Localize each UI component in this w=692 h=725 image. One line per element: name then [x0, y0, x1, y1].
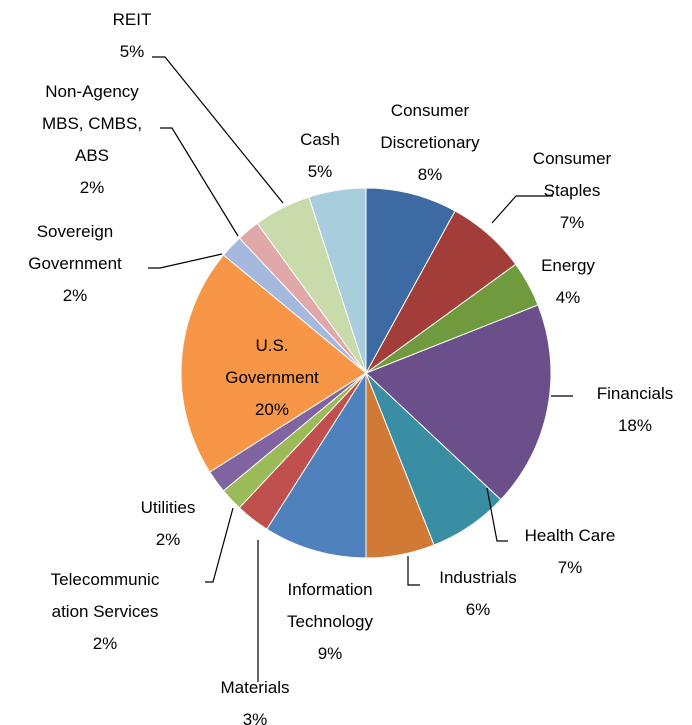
category-label: U.S. Government — [225, 336, 319, 387]
category-label: Consumer Discretionary — [380, 101, 480, 152]
value-label: 9% — [317, 644, 343, 663]
leader-line — [160, 127, 239, 237]
leader-line — [486, 487, 508, 542]
category-label: Telecommunic ation Services — [50, 570, 160, 621]
leader-line — [148, 253, 223, 269]
leader-lines — [148, 56, 573, 682]
category-label: Materials — [220, 678, 290, 697]
pie-slice — [365, 304, 552, 501]
value-label: 2% — [79, 178, 105, 197]
leader-line — [491, 195, 553, 224]
value-label: 7% — [557, 558, 583, 577]
slice-label: Consumer Staples 7% — [533, 143, 611, 239]
slice-label: Health Care 7% — [525, 520, 616, 584]
category-label: Sovereign Government — [28, 222, 122, 273]
slice-label: Information Technology 9% — [287, 574, 373, 670]
pie-slice — [365, 187, 456, 374]
leader-line — [152, 56, 284, 204]
category-label: Industrials — [439, 568, 517, 587]
value-label: 4% — [555, 288, 581, 307]
category-label: Information Technology — [286, 580, 374, 631]
category-label: REIT — [112, 10, 152, 29]
slice-label: Industrials 6% — [439, 562, 516, 626]
slice-label: Financials 18% — [597, 378, 674, 442]
value-label: 18% — [617, 416, 653, 435]
value-label: 6% — [465, 600, 491, 619]
slice-label: Non-Agency MBS, CMBS, ABS 2% — [42, 76, 142, 204]
pie-slice — [266, 371, 367, 559]
leader-line — [205, 507, 234, 583]
category-label: Health Care — [524, 526, 616, 545]
slice-label: Sovereign Government 2% — [28, 216, 122, 312]
category-label: Consumer Staples — [532, 149, 612, 200]
slice-label: Consumer Discretionary 8% — [380, 95, 479, 191]
value-label: 8% — [417, 165, 443, 184]
category-label: Financials — [596, 384, 674, 403]
value-label: 2% — [62, 286, 88, 305]
value-label: 5% — [307, 162, 333, 181]
slice-label: Telecommunic ation Services 2% — [51, 564, 160, 660]
slice-label: Energy 4% — [541, 250, 595, 314]
value-label: 20% — [254, 400, 290, 419]
slice-label: Utilities 2% — [141, 492, 196, 556]
value-label: 3% — [242, 710, 268, 725]
value-label: 2% — [92, 634, 118, 653]
leader-line — [407, 556, 420, 586]
value-label: 7% — [559, 213, 585, 232]
category-label: Utilities — [140, 498, 196, 517]
slice-label: REIT 5% — [113, 4, 152, 68]
value-label: 5% — [119, 42, 145, 61]
category-label: Energy — [541, 256, 595, 275]
slice-label: U.S. Government 20% — [225, 330, 319, 426]
slice-label: Materials 3% — [221, 672, 290, 725]
value-label: 2% — [155, 530, 181, 549]
pie-slice — [180, 254, 367, 473]
category-label: Non-Agency MBS, CMBS, ABS — [41, 82, 143, 165]
slice-label: Cash 5% — [300, 124, 340, 188]
category-label: Cash — [300, 130, 340, 149]
